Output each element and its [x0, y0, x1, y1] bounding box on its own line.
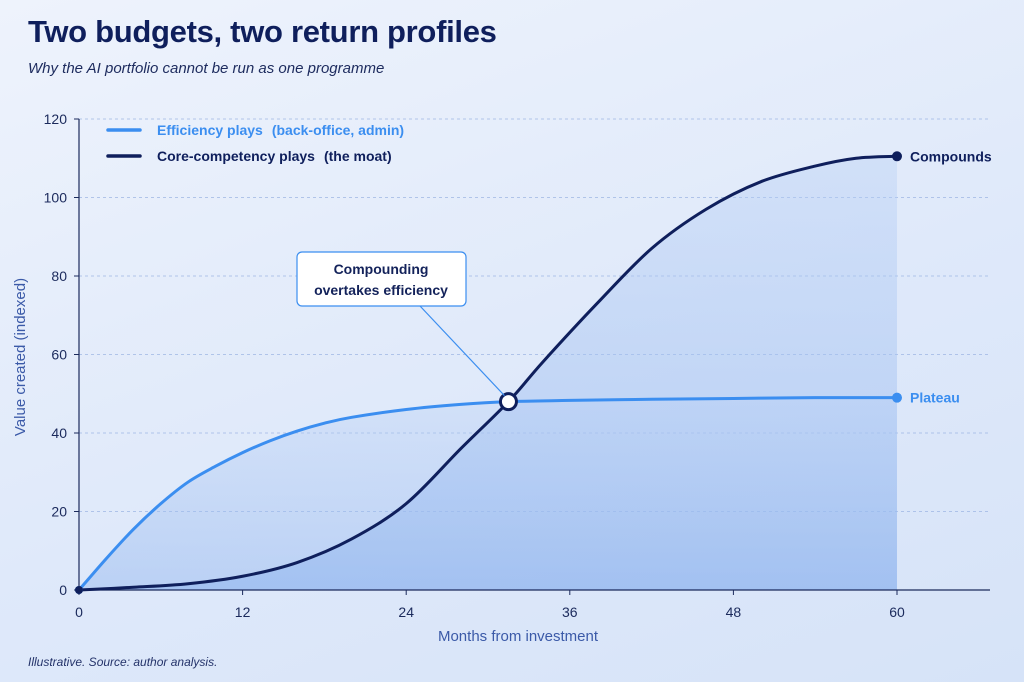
- callout-line-2: overtakes efficiency: [314, 282, 448, 298]
- y-tick-label-80: 80: [51, 268, 67, 284]
- x-tick-label-12: 12: [235, 604, 251, 620]
- x-tick-label-24: 24: [398, 604, 414, 620]
- chart-title: Two budgets, two return profiles: [28, 14, 497, 49]
- crossover-callout: Compounding overtakes efficiency: [296, 251, 505, 397]
- y-tick-label-0: 0: [59, 582, 67, 598]
- chart-subtitle: Why the AI portfolio cannot be run as on…: [28, 60, 385, 77]
- end-label-compounds: Compounds: [910, 148, 992, 164]
- legend-name-efficiency: Efficiency plays: [157, 122, 263, 138]
- legend-label-core: Core-competency plays (the moat): [157, 148, 392, 164]
- legend-note-core: (the moat): [324, 148, 392, 164]
- source-note: Illustrative. Source: author analysis.: [28, 655, 218, 669]
- crossover-point: [498, 392, 518, 412]
- series-markers: [75, 151, 902, 594]
- callout-leader-line: [419, 305, 505, 397]
- y-tick-label-20: 20: [51, 504, 67, 520]
- y-tick-label-60: 60: [51, 347, 67, 363]
- area-fills: [79, 156, 897, 590]
- legend: Efficiency plays (back-office, admin) Cor…: [106, 122, 404, 164]
- callout-box: [296, 251, 467, 307]
- x-tick-label-0: 0: [75, 604, 83, 620]
- legend-name-core: Core-competency plays: [157, 148, 315, 164]
- x-tick-label-60: 60: [889, 604, 905, 620]
- x-tick-label-36: 36: [562, 604, 578, 620]
- area-fill-efficiency: [79, 397, 897, 590]
- end-point-core: [892, 151, 902, 162]
- y-axis-title: Value created (indexed): [12, 278, 29, 436]
- legend-label-efficiency: Efficiency plays (back-office, admin): [157, 122, 404, 138]
- series-line-efficiency: [77, 396, 899, 592]
- end-label-plateau: Plateau: [910, 390, 960, 406]
- x-axis-title: Months from investment: [438, 628, 599, 645]
- y-tick-label-120: 120: [44, 111, 68, 127]
- y-tick-label-100: 100: [44, 190, 68, 206]
- end-point-efficiency: [892, 392, 902, 403]
- start-point-core: [75, 586, 83, 594]
- x-tick-label-48: 48: [726, 604, 742, 620]
- legend-note-efficiency: (back-office, admin): [272, 122, 404, 138]
- callout-line-1: Compounding: [334, 261, 429, 277]
- axes: 0 20 40 60 80 100 120 0 12 24 36 48 60: [44, 111, 990, 620]
- y-tick-label-40: 40: [51, 425, 67, 441]
